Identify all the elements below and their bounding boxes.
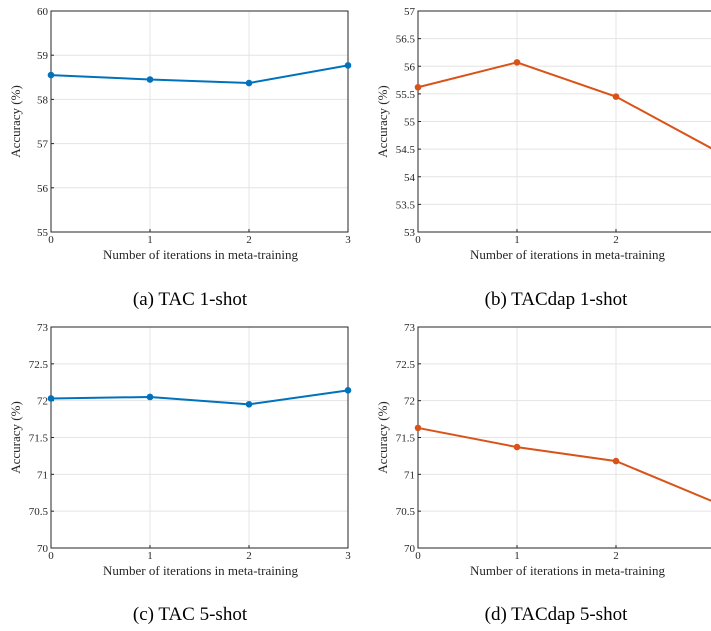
data-point [514, 444, 521, 451]
x-tick-label: 1 [514, 234, 520, 246]
y-tick-label: 55.5 [396, 89, 416, 101]
y-tick-label: 55 [37, 227, 49, 239]
chart-panel-1: 55 56 57 58 59 60 0 1 2 3 Number of iterations in … [8, 6, 351, 310]
data-point [613, 458, 620, 465]
x-tick-label: 2 [613, 234, 619, 246]
data-point [147, 394, 154, 401]
y-tick-label: 71 [404, 469, 415, 481]
y-tick-label: 54 [404, 172, 416, 184]
panel-caption: (d) TACdap 5-shot [485, 604, 628, 625]
x-axis-label: Number of iterations in meta-training [470, 247, 665, 262]
y-axis-label: Accuracy (%) [8, 85, 23, 158]
y-tick-label: 53 [404, 227, 416, 239]
data-point [514, 59, 521, 66]
y-tick-label: 73 [404, 322, 416, 334]
y-tick-label: 57 [37, 139, 49, 151]
y-tick-label: 71.5 [396, 433, 416, 445]
x-tick-label: 2 [613, 550, 619, 562]
x-tick-label: 2 [246, 234, 252, 246]
y-tick-label: 56 [404, 61, 416, 73]
series-line [418, 428, 711, 502]
y-tick-label: 72 [404, 396, 415, 408]
y-tick-label: 55 [404, 117, 416, 129]
x-axis-label: Number of iterations in meta-training [103, 563, 298, 578]
x-tick-label: 0 [415, 550, 421, 562]
y-tick-label: 72 [37, 396, 48, 408]
x-tick-label: 1 [147, 234, 153, 246]
data-point [48, 395, 55, 402]
data-point [246, 401, 253, 408]
x-tick-label: 2 [246, 550, 252, 562]
series-line [418, 62, 711, 150]
y-tick-label: 72.5 [396, 359, 416, 371]
y-axis-label: Accuracy (%) [375, 401, 390, 474]
y-tick-label: 54.5 [396, 144, 416, 156]
y-tick-label: 60 [37, 6, 49, 18]
plot-frame [51, 11, 348, 232]
y-axis-label: Accuracy (%) [8, 401, 23, 474]
y-tick-label: 59 [37, 50, 49, 62]
x-tick-label: 1 [147, 550, 153, 562]
y-tick-label: 73 [37, 322, 49, 334]
data-point [345, 387, 352, 394]
y-tick-label: 56.5 [396, 34, 416, 46]
data-point [415, 84, 422, 91]
y-tick-label: 71.5 [29, 433, 49, 445]
x-tick-label: 0 [48, 234, 54, 246]
chart-panel-3: 70 70.5 71 71.5 72 72.5 73 0 1 2 3 Number of iterat… [8, 322, 351, 625]
data-point [345, 62, 352, 69]
y-axis-label: Accuracy (%) [375, 85, 390, 158]
y-tick-label: 70 [37, 543, 49, 555]
x-tick-label: 0 [415, 234, 421, 246]
y-tick-label: 58 [37, 94, 49, 106]
y-tick-label: 56 [37, 183, 49, 195]
data-point [415, 425, 422, 432]
panel-caption: (b) TACdap 1-shot [485, 289, 628, 310]
y-tick-label: 70.5 [29, 506, 49, 518]
series-line [51, 390, 348, 404]
data-point [147, 76, 154, 83]
series-line [51, 65, 348, 83]
panel-caption: (a) TAC 1-shot [133, 289, 248, 310]
x-tick-label: 3 [345, 550, 351, 562]
x-tick-label: 3 [345, 234, 351, 246]
x-axis-label: Number of iterations in meta-training [103, 247, 298, 262]
y-tick-label: 70.5 [396, 506, 416, 518]
panel-caption: (c) TAC 5-shot [133, 604, 248, 625]
y-tick-label: 53.5 [396, 199, 416, 211]
y-tick-label: 57 [404, 6, 416, 18]
x-tick-label: 1 [514, 550, 520, 562]
data-point [48, 72, 55, 79]
data-point [613, 93, 620, 100]
data-point [246, 80, 253, 87]
x-axis-label: Number of iterations in meta-training [470, 563, 665, 578]
y-tick-label: 72.5 [29, 359, 49, 371]
x-tick-label: 0 [48, 550, 54, 562]
y-tick-label: 71 [37, 469, 48, 481]
y-tick-label: 70 [404, 543, 416, 555]
